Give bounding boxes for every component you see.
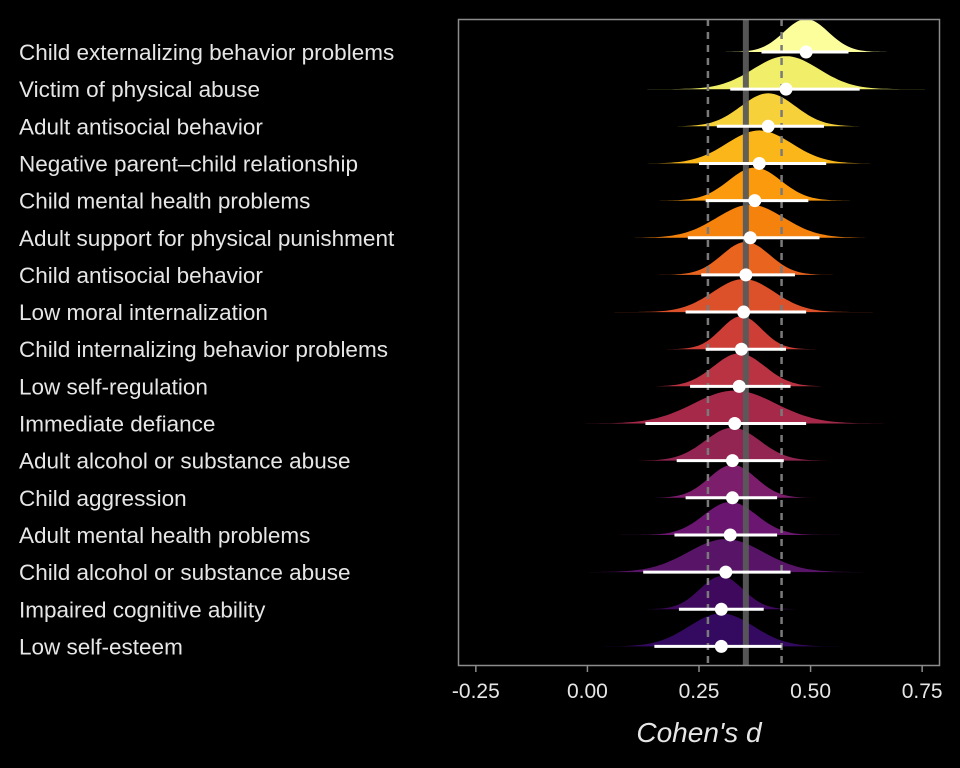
intervals-layer bbox=[643, 45, 860, 653]
point-estimate bbox=[799, 45, 813, 59]
density-ridge bbox=[712, 19, 900, 52]
point-estimate bbox=[725, 491, 739, 505]
x-tick-label: 0.75 bbox=[902, 680, 943, 703]
category-label: Adult antisocial behavior bbox=[19, 114, 263, 139]
category-label: Adult support for physical punishment bbox=[19, 226, 395, 251]
category-labels-layer: Child externalizing behavior problems Vic… bbox=[19, 40, 395, 659]
x-tick-label: 0.50 bbox=[790, 680, 831, 703]
x-tick-label: 0.00 bbox=[567, 680, 608, 703]
density-ridge bbox=[655, 316, 828, 350]
x-tick-label: -0.25 bbox=[452, 680, 500, 703]
category-label: Adult mental health problems bbox=[19, 523, 310, 548]
point-estimate bbox=[714, 602, 728, 616]
category-label: Victim of physical abuse bbox=[19, 77, 260, 102]
density-ridge bbox=[609, 204, 892, 238]
x-axis: -0.25 0.00 0.25 0.50 0.75 bbox=[452, 665, 943, 703]
category-label: Child aggression bbox=[19, 486, 187, 511]
density-ridge bbox=[623, 130, 896, 164]
point-estimate bbox=[779, 82, 793, 96]
category-label: Negative parent–child relationship bbox=[19, 151, 358, 176]
density-ridge bbox=[585, 613, 858, 647]
point-estimate bbox=[725, 454, 739, 468]
point-estimate bbox=[732, 379, 746, 393]
density-ridge bbox=[568, 539, 884, 573]
category-label: Child externalizing behavior problems bbox=[19, 40, 394, 65]
point-estimate bbox=[761, 119, 775, 133]
x-axis-title: Cohen's d bbox=[636, 717, 763, 748]
category-label: Low moral internalization bbox=[19, 300, 268, 325]
point-estimate bbox=[739, 268, 753, 282]
point-estimate bbox=[728, 417, 742, 430]
point-estimate bbox=[734, 342, 748, 356]
point-estimate bbox=[723, 528, 737, 542]
category-label: Child mental health problems bbox=[19, 189, 310, 214]
density-ridge bbox=[653, 93, 883, 127]
category-label: Child internalizing behavior problems bbox=[19, 337, 388, 362]
point-estimate bbox=[748, 194, 762, 208]
point-estimate bbox=[719, 565, 733, 579]
category-label: Impaired cognitive ability bbox=[19, 597, 266, 622]
category-label: Low self-esteem bbox=[19, 634, 183, 659]
density-ridge bbox=[634, 464, 831, 498]
category-label: Child antisocial behavior bbox=[19, 263, 263, 288]
density-ridge bbox=[631, 353, 847, 387]
point-estimate bbox=[737, 305, 751, 319]
x-tick-label: 0.25 bbox=[679, 680, 720, 703]
density-ridge bbox=[630, 576, 813, 610]
category-label: Adult alcohol or substance abuse bbox=[19, 449, 350, 474]
category-label: Child alcohol or substance abuse bbox=[19, 560, 350, 585]
density-ridge bbox=[644, 167, 865, 201]
density-ridge bbox=[647, 56, 925, 90]
density-ridge bbox=[617, 427, 848, 461]
point-estimate bbox=[714, 639, 728, 653]
category-label: Immediate defiance bbox=[19, 412, 215, 437]
point-estimate bbox=[752, 156, 766, 170]
point-estimate bbox=[743, 231, 757, 245]
density-ridge bbox=[562, 390, 907, 424]
category-label: Low self-regulation bbox=[19, 374, 208, 399]
density-ridge bbox=[620, 502, 841, 535]
